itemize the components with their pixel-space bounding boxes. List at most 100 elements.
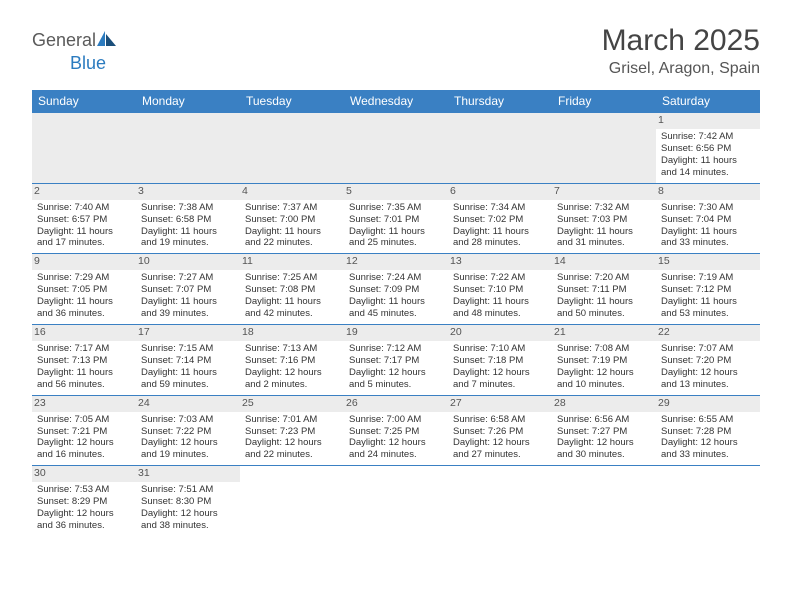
daylight-text: Daylight: 11 hours and 33 minutes. (661, 226, 755, 250)
calendar-cell (448, 466, 552, 536)
day-number: 29 (656, 396, 760, 412)
day-number: 4 (240, 184, 344, 200)
calendar-cell: 26Sunrise: 7:00 AMSunset: 7:25 PMDayligh… (344, 395, 448, 466)
daylight-text: Daylight: 11 hours and 28 minutes. (453, 226, 547, 250)
calendar-table: Sunday Monday Tuesday Wednesday Thursday… (32, 90, 760, 536)
day-number: 12 (344, 254, 448, 270)
daylight-text: Daylight: 11 hours and 31 minutes. (557, 226, 651, 250)
daylight-text: Daylight: 11 hours and 48 minutes. (453, 296, 547, 320)
day-details: Sunrise: 6:58 AMSunset: 7:26 PMDaylight:… (452, 414, 548, 462)
sunrise-text: Sunrise: 7:35 AM (349, 202, 443, 214)
sunrise-text: Sunrise: 6:58 AM (453, 414, 547, 426)
day-details: Sunrise: 7:03 AMSunset: 7:22 PMDaylight:… (140, 414, 236, 462)
daylight-text: Daylight: 11 hours and 50 minutes. (557, 296, 651, 320)
day-details: Sunrise: 7:01 AMSunset: 7:23 PMDaylight:… (244, 414, 340, 462)
calendar-cell (552, 466, 656, 536)
dayhead-saturday: Saturday (656, 90, 760, 113)
calendar-cell (136, 113, 240, 184)
day-number: 31 (136, 466, 240, 482)
daylight-text: Daylight: 12 hours and 36 minutes. (37, 508, 131, 532)
day-details: Sunrise: 7:10 AMSunset: 7:18 PMDaylight:… (452, 343, 548, 391)
calendar-cell: 22Sunrise: 7:07 AMSunset: 7:20 PMDayligh… (656, 324, 760, 395)
calendar-cell: 9Sunrise: 7:29 AMSunset: 7:05 PMDaylight… (32, 254, 136, 325)
calendar-cell: 27Sunrise: 6:58 AMSunset: 7:26 PMDayligh… (448, 395, 552, 466)
sunset-text: Sunset: 7:02 PM (453, 214, 547, 226)
day-number: 18 (240, 325, 344, 341)
sunset-text: Sunset: 7:22 PM (141, 426, 235, 438)
day-details: Sunrise: 7:29 AMSunset: 7:05 PMDaylight:… (36, 272, 132, 320)
day-number: 25 (240, 396, 344, 412)
location-text: Grisel, Aragon, Spain (602, 60, 760, 78)
calendar-body: 1Sunrise: 7:42 AMSunset: 6:56 PMDaylight… (32, 113, 760, 536)
sunset-text: Sunset: 7:13 PM (37, 355, 131, 367)
daylight-text: Daylight: 11 hours and 36 minutes. (37, 296, 131, 320)
daylight-text: Daylight: 12 hours and 13 minutes. (661, 367, 755, 391)
calendar-page: General Blue March 2025 Grisel, Aragon, … (0, 0, 792, 560)
day-number: 14 (552, 254, 656, 270)
day-number: 6 (448, 184, 552, 200)
day-number: 10 (136, 254, 240, 270)
daylight-text: Daylight: 11 hours and 53 minutes. (661, 296, 755, 320)
sunrise-text: Sunrise: 6:56 AM (557, 414, 651, 426)
daylight-text: Daylight: 11 hours and 45 minutes. (349, 296, 443, 320)
calendar-cell: 28Sunrise: 6:56 AMSunset: 7:27 PMDayligh… (552, 395, 656, 466)
calendar-header-row: Sunday Monday Tuesday Wednesday Thursday… (32, 90, 760, 113)
sunrise-text: Sunrise: 7:13 AM (245, 343, 339, 355)
day-details: Sunrise: 7:20 AMSunset: 7:11 PMDaylight:… (556, 272, 652, 320)
sunset-text: Sunset: 7:26 PM (453, 426, 547, 438)
calendar-cell: 18Sunrise: 7:13 AMSunset: 7:16 PMDayligh… (240, 324, 344, 395)
sunrise-text: Sunrise: 7:20 AM (557, 272, 651, 284)
daylight-text: Daylight: 12 hours and 2 minutes. (245, 367, 339, 391)
sunset-text: Sunset: 7:17 PM (349, 355, 443, 367)
daylight-text: Daylight: 12 hours and 38 minutes. (141, 508, 235, 532)
calendar-cell (656, 466, 760, 536)
calendar-cell: 6 Sunrise: 7:34 AMSunset: 7:02 PMDaylight… (448, 183, 552, 254)
sunset-text: Sunset: 7:00 PM (245, 214, 339, 226)
dayhead-friday: Friday (552, 90, 656, 113)
sunrise-text: Sunrise: 7:03 AM (141, 414, 235, 426)
day-details: Sunrise: 7:42 AMSunset: 6:56 PMDaylight:… (660, 131, 756, 179)
day-details: Sunrise: 7:30 AMSunset: 7:04 PMDaylight:… (660, 202, 756, 250)
day-number: 15 (656, 254, 760, 270)
calendar-week: 2Sunrise: 7:40 AMSunset: 6:57 PMDaylight… (32, 183, 760, 254)
day-number: 13 (448, 254, 552, 270)
sunrise-text: Sunrise: 7:29 AM (37, 272, 131, 284)
sunset-text: Sunset: 7:20 PM (661, 355, 755, 367)
sail-icon (96, 30, 118, 53)
calendar-cell: 16Sunrise: 7:17 AMSunset: 7:13 PMDayligh… (32, 324, 136, 395)
brand-name-1: General (32, 30, 96, 50)
day-number: 11 (240, 254, 344, 270)
sunrise-text: Sunrise: 7:24 AM (349, 272, 443, 284)
daylight-text: Daylight: 11 hours and 17 minutes. (37, 226, 131, 250)
day-number: 2 (32, 184, 136, 200)
sunrise-text: Sunrise: 7:07 AM (661, 343, 755, 355)
daylight-text: Daylight: 12 hours and 10 minutes. (557, 367, 651, 391)
sunrise-text: Sunrise: 7:27 AM (141, 272, 235, 284)
calendar-week: 30Sunrise: 7:53 AMSunset: 8:29 PMDayligh… (32, 466, 760, 536)
sunset-text: Sunset: 7:11 PM (557, 284, 651, 296)
calendar-cell: 21Sunrise: 7:08 AMSunset: 7:19 PMDayligh… (552, 324, 656, 395)
sunset-text: Sunset: 7:19 PM (557, 355, 651, 367)
day-number: 23 (32, 396, 136, 412)
sunrise-text: Sunrise: 7:34 AM (453, 202, 547, 214)
day-number: 3 (136, 184, 240, 200)
calendar-cell (448, 113, 552, 184)
sunset-text: Sunset: 6:57 PM (37, 214, 131, 226)
day-number: 19 (344, 325, 448, 341)
calendar-cell: 3Sunrise: 7:38 AMSunset: 6:58 PMDaylight… (136, 183, 240, 254)
day-details: Sunrise: 6:55 AMSunset: 7:28 PMDaylight:… (660, 414, 756, 462)
day-details: Sunrise: 7:51 AMSunset: 8:30 PMDaylight:… (140, 484, 236, 532)
day-details: Sunrise: 7:25 AMSunset: 7:08 PMDaylight:… (244, 272, 340, 320)
sunset-text: Sunset: 8:29 PM (37, 496, 131, 508)
calendar-cell: 14 Sunrise: 7:20 AMSunset: 7:11 PMDayligh… (552, 254, 656, 325)
sunrise-text: Sunrise: 7:01 AM (245, 414, 339, 426)
sunrise-text: Sunrise: 7:10 AM (453, 343, 547, 355)
brand-text: General Blue (32, 30, 118, 74)
daylight-text: Daylight: 12 hours and 30 minutes. (557, 437, 651, 461)
sunset-text: Sunset: 6:56 PM (661, 143, 755, 155)
sunset-text: Sunset: 7:25 PM (349, 426, 443, 438)
day-number: 21 (552, 325, 656, 341)
sunset-text: Sunset: 7:03 PM (557, 214, 651, 226)
calendar-cell: 19Sunrise: 7:12 AMSunset: 7:17 PMDayligh… (344, 324, 448, 395)
calendar-cell (344, 466, 448, 536)
